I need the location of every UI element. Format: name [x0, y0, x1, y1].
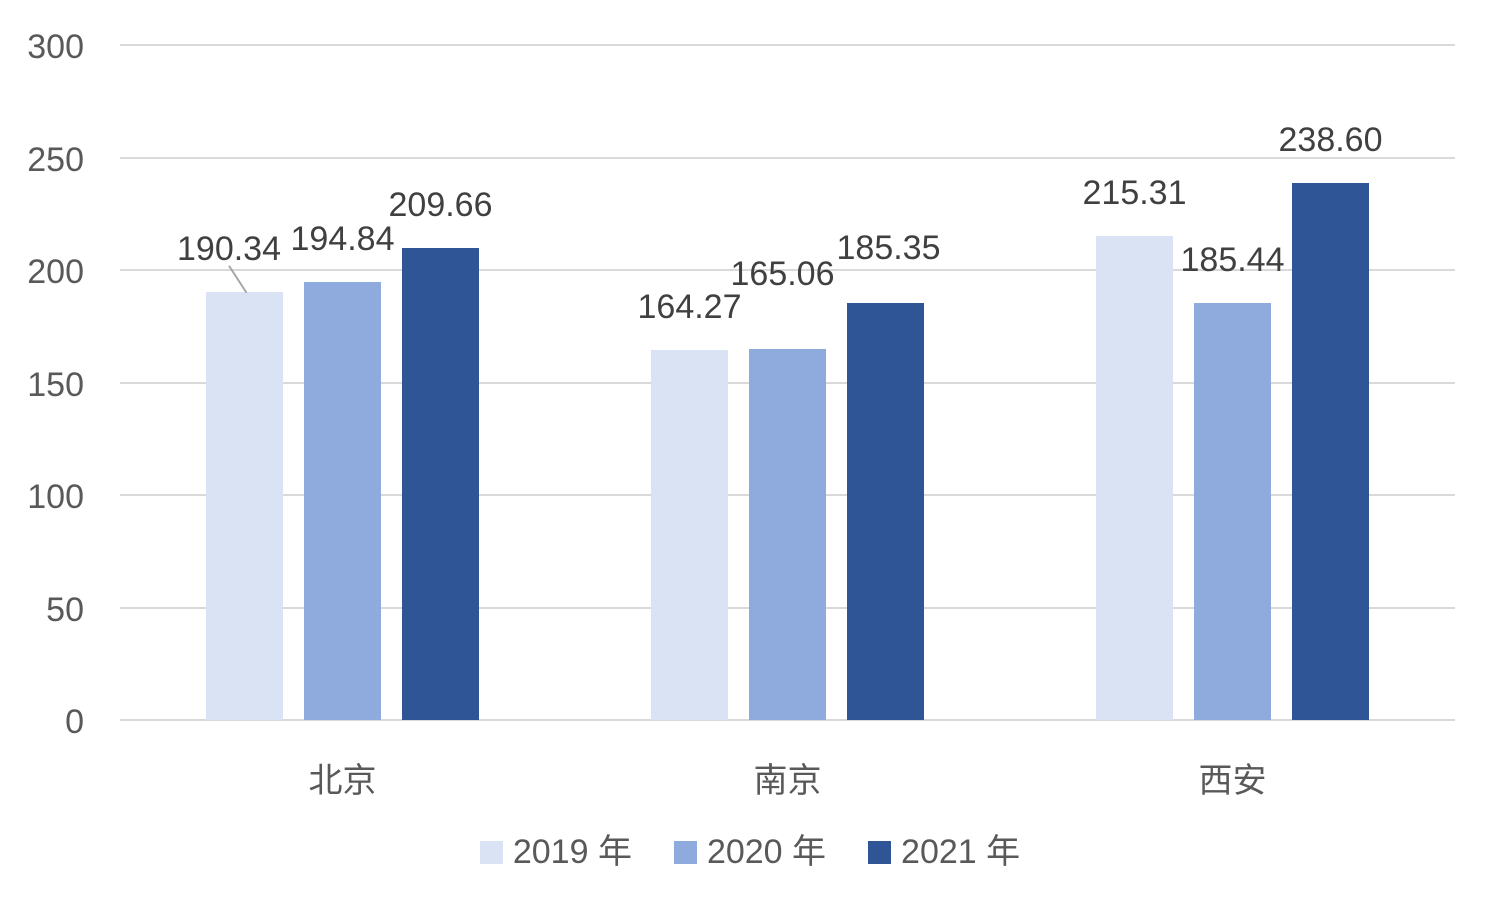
gridline-200 [120, 269, 1455, 271]
y-tick-label-300: 300 [27, 28, 84, 66]
bar-cat0-series1 [304, 281, 381, 720]
legend-swatch-0 [479, 840, 503, 864]
legend-item-0: 2019 年 [479, 832, 632, 872]
y-tick-label-150: 150 [27, 365, 84, 404]
gridline-250 [120, 156, 1455, 159]
x-category-label-2: 西安 [1198, 762, 1267, 800]
bar-cat2-series1 [1194, 302, 1271, 720]
data-label-cat2-series1: 185.44 [1180, 240, 1285, 279]
bar-cat1-series1 [749, 348, 826, 720]
legend-label-2: 2021 年 [901, 833, 1021, 871]
data-label-cat1-series0: 164.27 [637, 288, 742, 327]
legend-swatch-2 [868, 840, 892, 864]
data-label-cat0-series1: 194.84 [290, 219, 395, 258]
gridline-300 [120, 44, 1455, 46]
y-tick-label-100: 100 [27, 478, 84, 516]
data-label-cat0-series0: 190.34 [177, 229, 281, 268]
data-label-cat1-series1: 165.06 [730, 254, 835, 293]
y-tick-label-0: 0 [65, 703, 84, 741]
legend: 2019 年 2020 年 2021 年 [0, 832, 1500, 872]
bar-cat1-series0 [651, 350, 728, 720]
data-label-cat2-series0: 215.31 [1082, 173, 1187, 212]
gridline-0 [120, 719, 1455, 721]
bar-cat1-series2 [847, 302, 924, 720]
legend-label-1: 2020 年 [706, 833, 827, 871]
bar-cat0-series0 [206, 291, 283, 720]
y-tick-label-50: 50 [46, 590, 84, 629]
y-tick-label-250: 250 [27, 140, 84, 179]
x-category-label-1: 南京 [753, 762, 822, 800]
bar-cat0-series2 [402, 248, 479, 720]
bar-cat2-series2 [1292, 183, 1369, 720]
legend-item-1: 2020 年 [673, 832, 827, 872]
legend-label-0: 2019 年 [512, 833, 632, 871]
x-category-label-0: 北京 [308, 762, 377, 800]
data-label-cat1-series2: 185.35 [836, 228, 941, 267]
data-label-cat0-series2: 209.66 [388, 186, 493, 225]
legend-swatch-1 [673, 840, 697, 864]
legend-item-2: 2021 年 [868, 832, 1020, 872]
data-label-cat2-series2: 238.60 [1278, 121, 1383, 160]
bar-cat2-series0 [1096, 235, 1173, 720]
y-tick-label-200: 200 [27, 253, 84, 291]
